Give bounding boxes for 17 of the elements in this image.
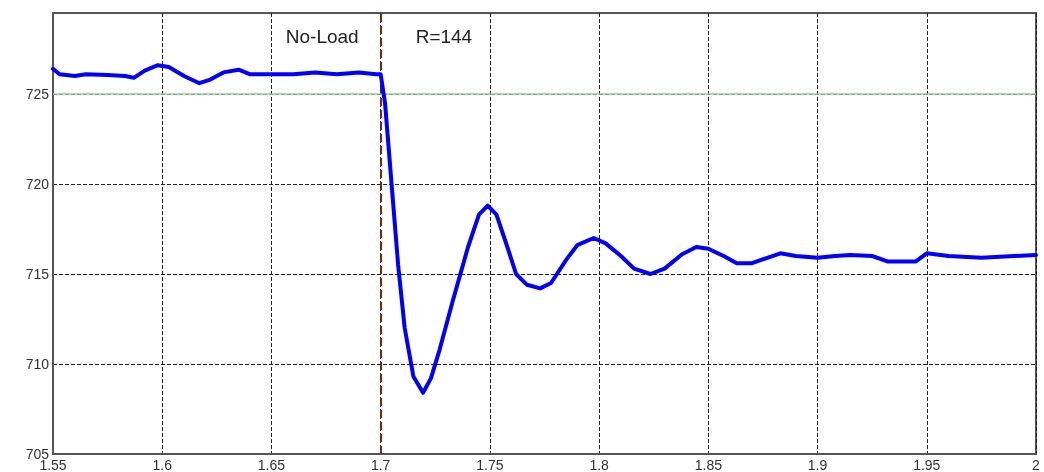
y-tick-label: 720 (25, 176, 50, 192)
y-tick-label: 715 (25, 266, 50, 282)
x-tick-label: 1.95 (913, 457, 941, 472)
y-tick-label: 725 (25, 86, 50, 102)
x-tick-label: 2 (1032, 457, 1041, 472)
annotation: No-Load (285, 26, 359, 47)
line-series (51, 63, 1038, 395)
y-tick-label: 710 (25, 356, 50, 372)
x-tick-label: 1.65 (257, 457, 286, 472)
y-tick-label: 705 (25, 446, 50, 462)
annotation: R=144 (415, 26, 473, 47)
x-tick-label: 1.85 (694, 457, 723, 472)
x-tick-label: 1.75 (476, 457, 504, 472)
x-tick-label: 1.7 (370, 457, 391, 472)
x-tick-label: 1.6 (152, 457, 173, 472)
x-tick-label: 1.8 (589, 457, 610, 472)
x-tick-label: 1.9 (807, 457, 828, 472)
